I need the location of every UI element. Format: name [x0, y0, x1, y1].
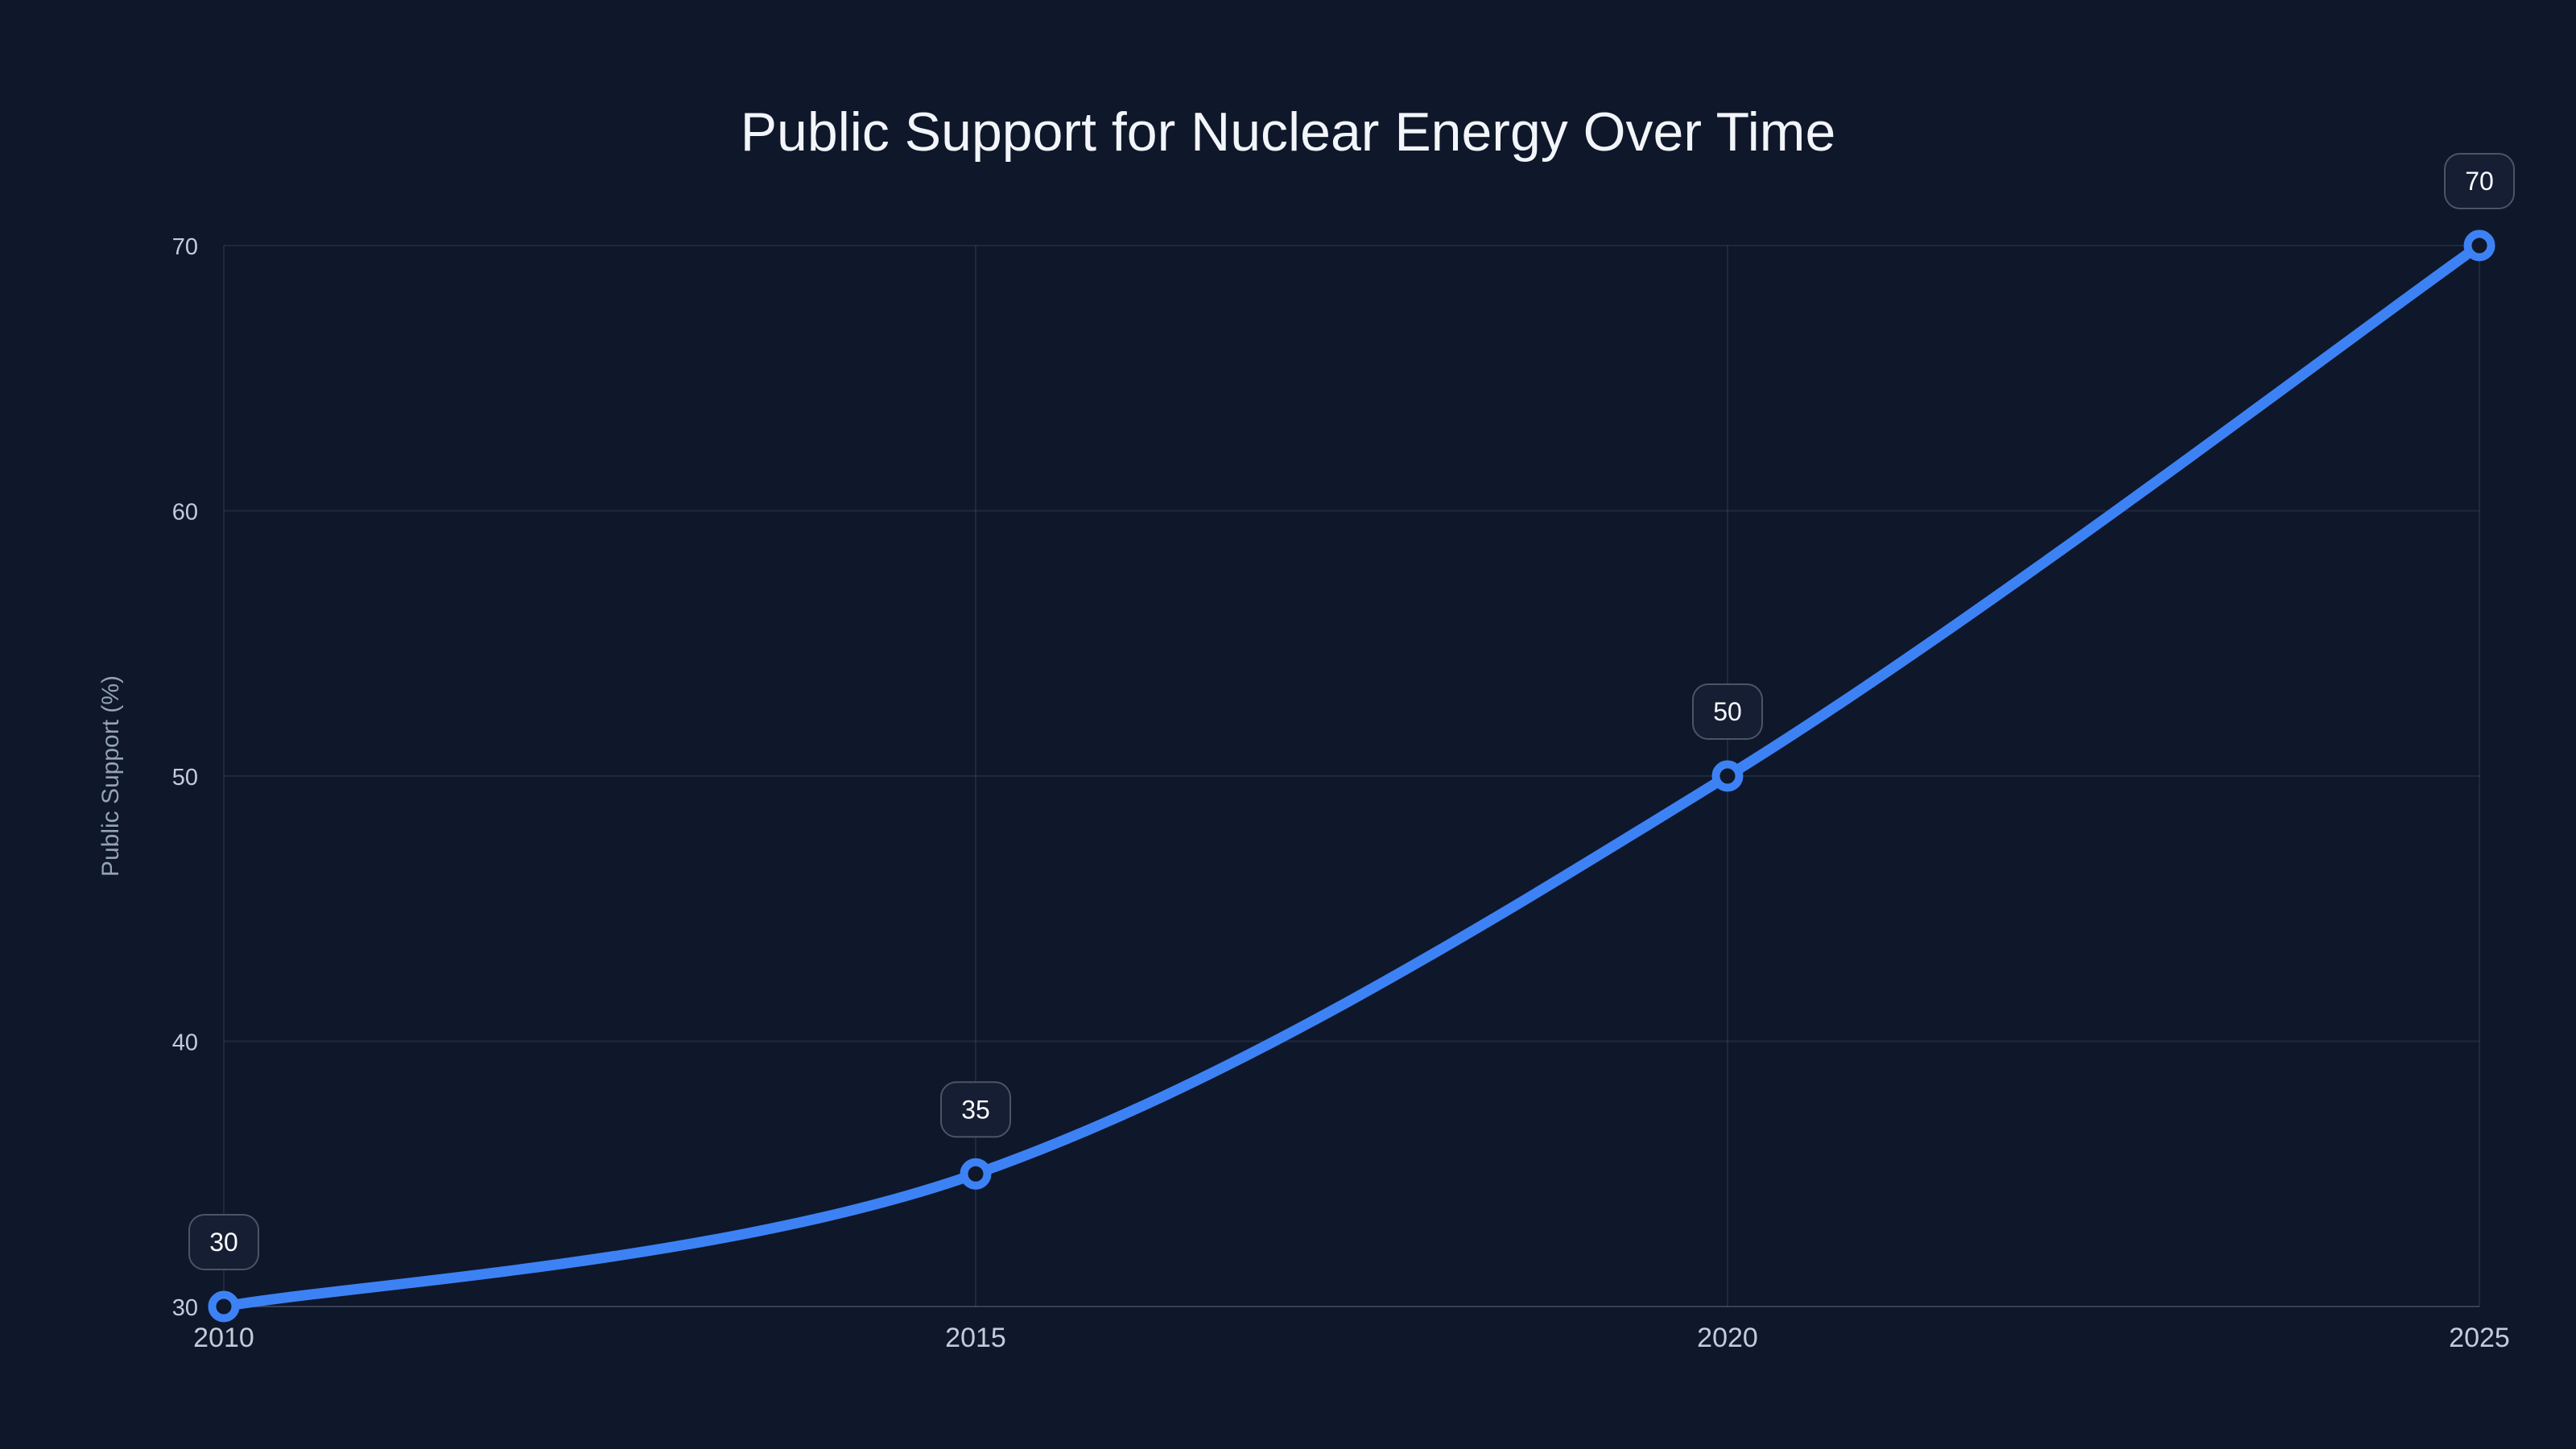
- data-label-value: 50: [1713, 697, 1742, 726]
- x-tick-label: 2020: [1697, 1323, 1758, 1353]
- data-label-badges: 30 35 50 70: [188, 153, 2515, 1270]
- y-tick-label: 40: [172, 1030, 198, 1056]
- data-label-value: 30: [209, 1228, 238, 1257]
- gridlines: [223, 245, 2480, 1307]
- data-point-marker[interactable]: [960, 1158, 992, 1190]
- x-axis-tick-labels: 2010 2015 2020 2025: [193, 1323, 2510, 1353]
- data-label-badge: [2444, 153, 2515, 209]
- x-tick-label: 2010: [193, 1323, 254, 1353]
- line-series: [218, 240, 2485, 1312]
- y-axis-tick-labels: 30 40 50 60 70: [172, 234, 198, 1321]
- y-tick-label: 60: [172, 500, 198, 526]
- data-label-value: 35: [961, 1095, 990, 1124]
- x-tick-label: 2015: [945, 1323, 1006, 1353]
- y-tick-label: 70: [172, 234, 198, 260]
- y-tick-label: 30: [172, 1295, 198, 1321]
- data-points: [208, 229, 2496, 1323]
- data-label-badge: [940, 1081, 1011, 1138]
- chart-title: Public Support for Nuclear Energy Over T…: [741, 101, 1836, 163]
- data-point-marker[interactable]: [1711, 760, 1744, 792]
- data-label-badge: [1692, 683, 1763, 740]
- data-label-value: 70: [2465, 167, 2494, 196]
- x-tick-label: 2025: [2449, 1323, 2510, 1353]
- series-line: [218, 240, 2485, 1312]
- data-point-marker[interactable]: [208, 1290, 240, 1323]
- y-tick-label: 50: [172, 765, 198, 791]
- y-axis-title: Public Support (%): [97, 675, 124, 877]
- data-point-marker[interactable]: [2463, 229, 2496, 262]
- data-label-badge: [188, 1214, 259, 1270]
